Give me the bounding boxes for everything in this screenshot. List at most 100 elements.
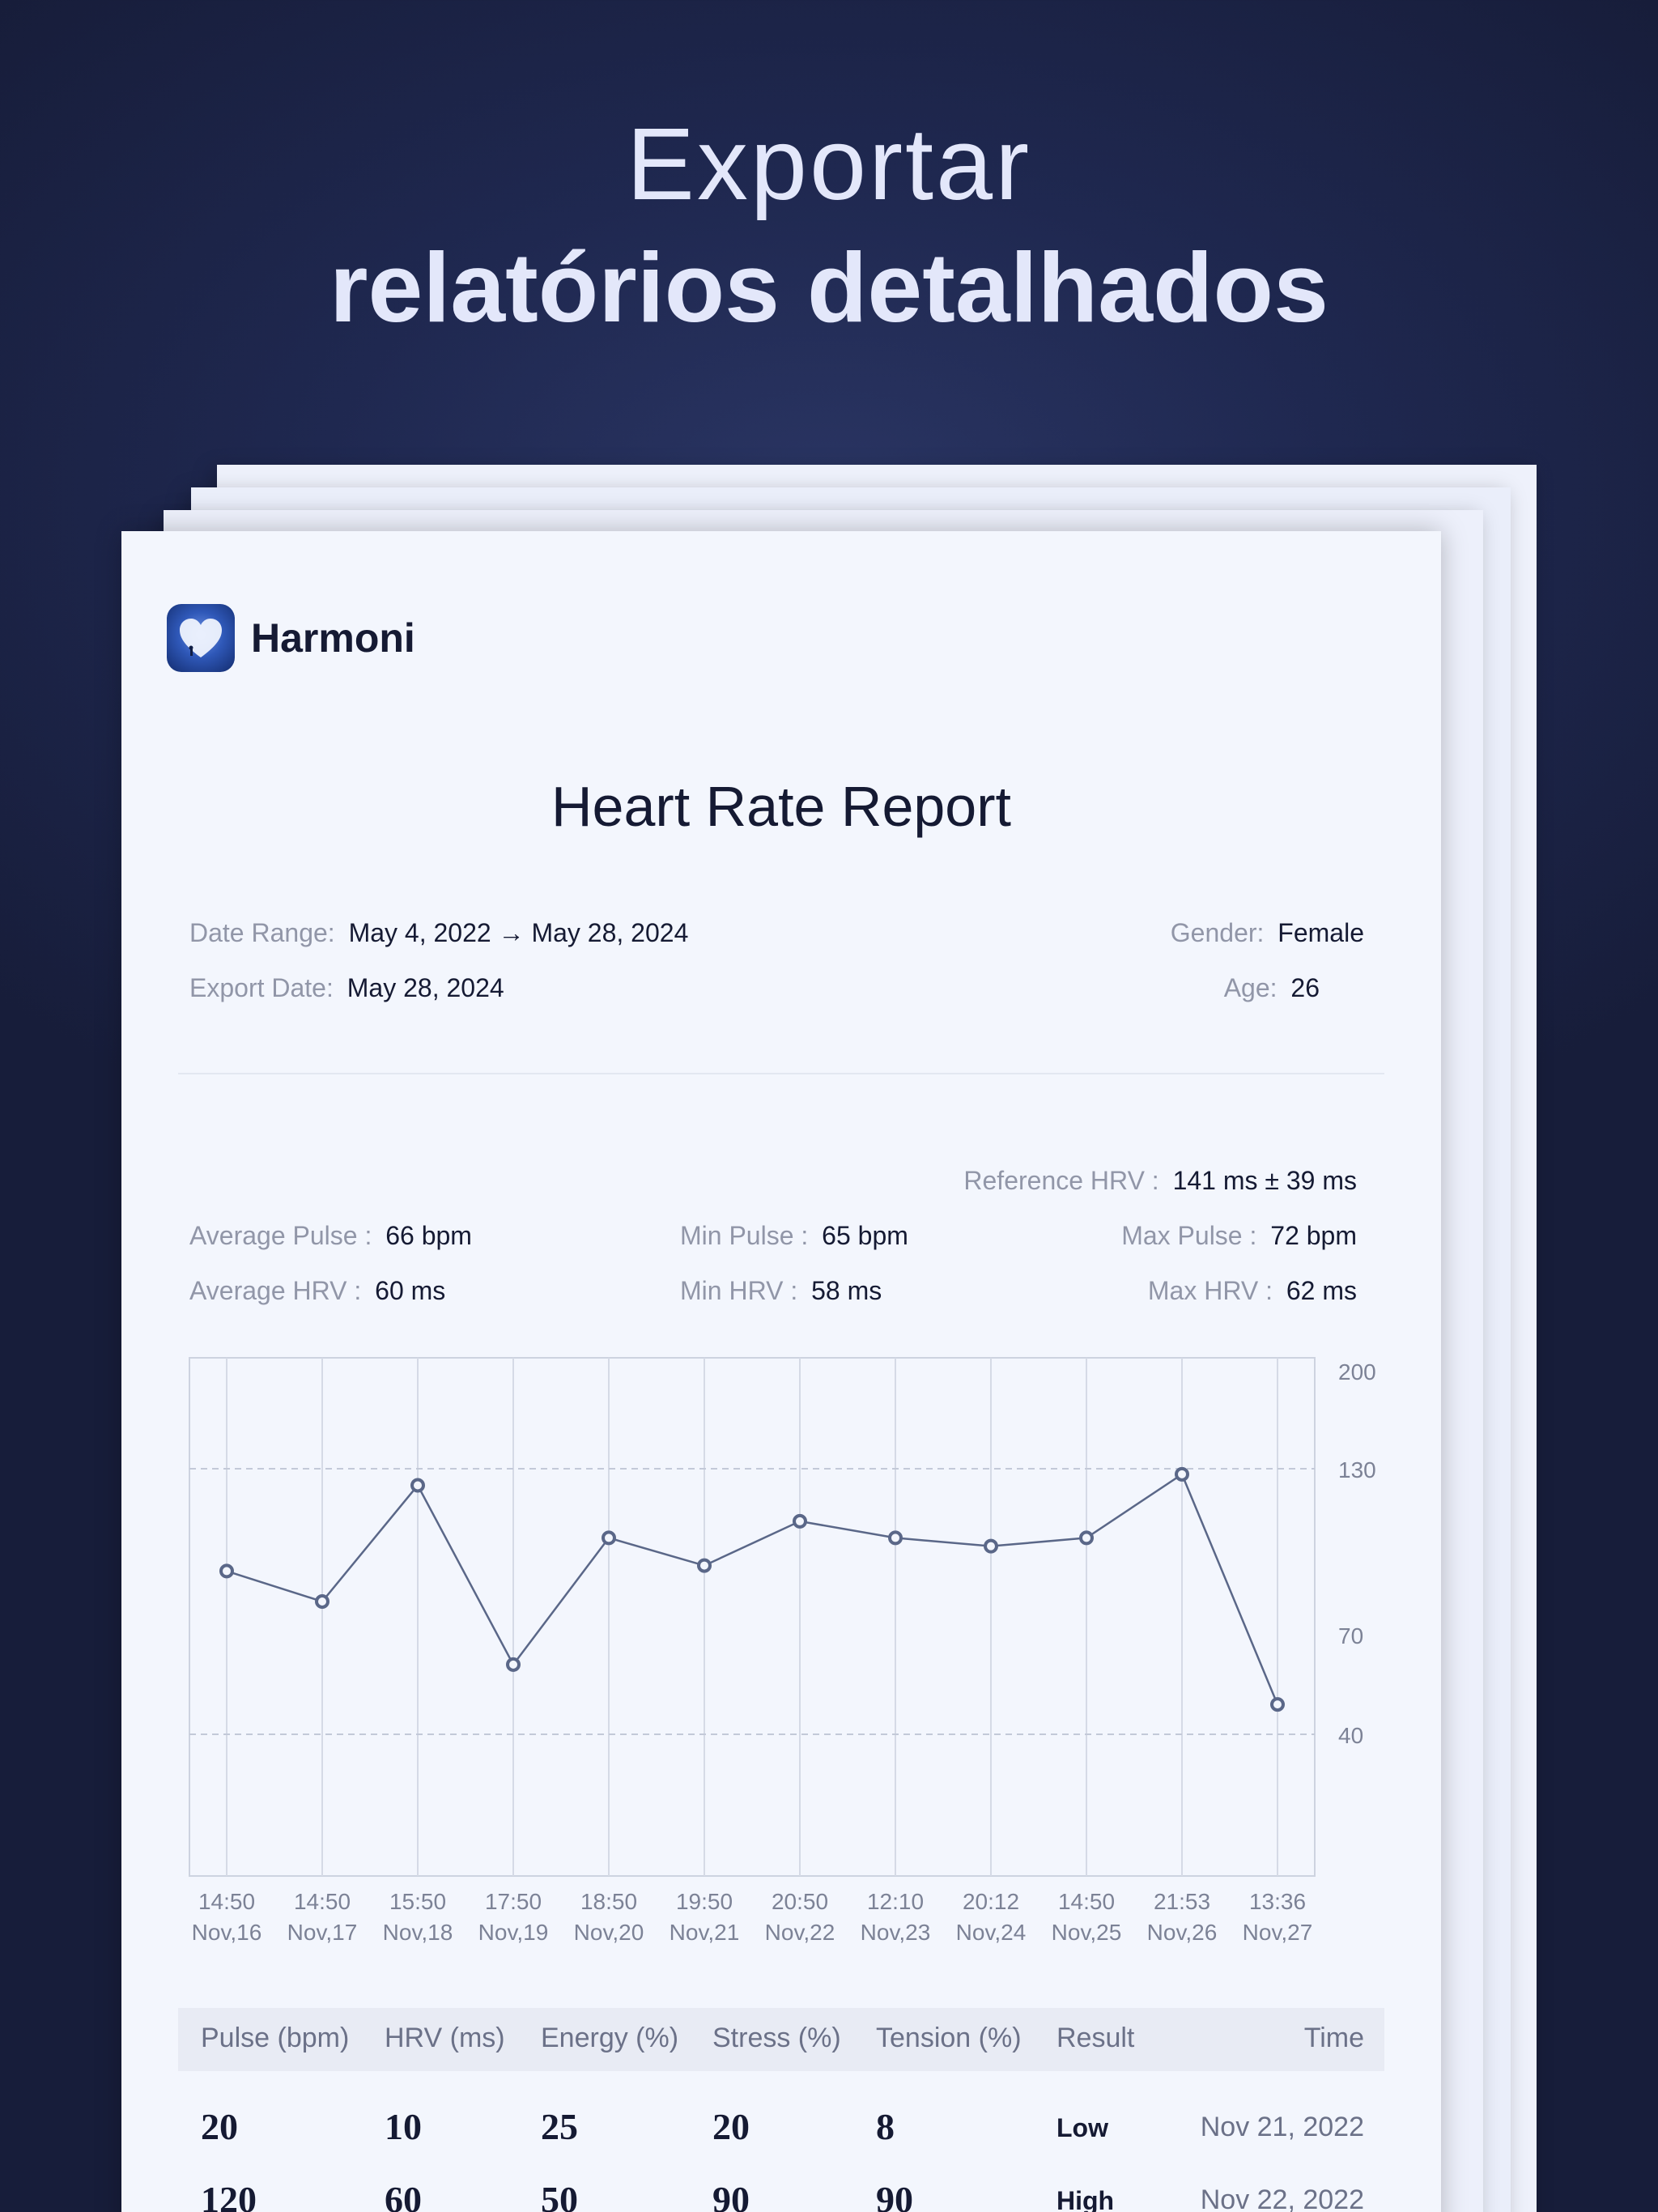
gender-value: Female: [1278, 918, 1364, 947]
report-title: Heart Rate Report: [551, 775, 1012, 838]
chart-x-tick-date-1: Nov,17: [287, 1920, 358, 1945]
chart-x-tick-time-11: 13:36: [1249, 1889, 1306, 1914]
hero-title-bold: relatórios detalhados: [329, 232, 1329, 342]
chart-x-tick-time-10: 21:53: [1154, 1889, 1210, 1914]
chart-x-tick-date-3: Nov,19: [478, 1920, 549, 1945]
reference-hrv-row: Reference HRV : 141 ms ± 39 ms: [963, 1166, 1357, 1196]
table-cell-stress: 20: [712, 2106, 750, 2147]
table-header-cell: Result: [1056, 2023, 1135, 2053]
table-cell-tension: 90: [876, 2179, 913, 2212]
min-hrv-label: Min HRV :: [680, 1276, 798, 1305]
date-range-value: May 4, 2022 → May 28, 2024: [348, 918, 689, 947]
average-hrv-row: Average HRV : 60 ms: [189, 1276, 445, 1306]
chart-point-5: [697, 1558, 712, 1573]
age-value: 26: [1290, 973, 1320, 1002]
min-pulse-value: 65 bpm: [822, 1221, 908, 1250]
gender-row: Gender: Female: [1171, 918, 1364, 948]
max-pulse-label: Max Pulse :: [1121, 1221, 1257, 1250]
chart-x-tick-date-8: Nov,24: [956, 1920, 1027, 1945]
chart-point-2: [410, 1478, 425, 1493]
table-cell-stress: 90: [712, 2179, 750, 2212]
table-cell-energy: 50: [541, 2179, 578, 2212]
table-header-cell: HRV (ms): [385, 2023, 505, 2053]
table-cell-hrv: 60: [385, 2179, 422, 2212]
average-pulse-label: Average Pulse :: [189, 1221, 372, 1250]
table-cell-time: Nov 22, 2022: [1200, 2184, 1364, 2212]
chart-y-tick-130: 130: [1338, 1457, 1376, 1482]
chart-point-8: [984, 1538, 998, 1554]
table-cell-time: Nov 21, 2022: [1200, 2112, 1364, 2142]
chart-series-line: [226, 1472, 1279, 1705]
chart-x-tick-date-5: Nov,21: [670, 1920, 740, 1945]
table-header-cell: Tension (%): [876, 2023, 1022, 2053]
chart-x-tick-date-11: Nov,27: [1243, 1920, 1313, 1945]
chart-x-tick-date-7: Nov,23: [861, 1920, 931, 1945]
average-pulse-value: 66 bpm: [385, 1221, 472, 1250]
age-row: Age: 26: [1224, 973, 1320, 1003]
chart-point-9: [1079, 1530, 1094, 1546]
report-page: Harmoni Heart Rate Report Date Range: Ma…: [121, 531, 1441, 2212]
chart-point-0: [219, 1563, 234, 1579]
age-label: Age:: [1223, 973, 1278, 1002]
table-header-cell: Stress (%): [712, 2023, 841, 2053]
chart-x-tick-time-8: 20:12: [963, 1889, 1019, 1914]
min-pulse-row: Min Pulse : 65 bpm: [680, 1221, 908, 1251]
chart-y-tick-70: 70: [1338, 1623, 1363, 1648]
date-range-row: Date Range: May 4, 2022 → May 28, 2024: [189, 918, 688, 948]
chart-point-10: [1175, 1466, 1189, 1482]
table-cell-result: Low: [1056, 2113, 1108, 2142]
table-header-cell: Energy (%): [541, 2023, 679, 2053]
hero-title-light: Exportar: [626, 107, 1032, 221]
table-cell-result: High: [1056, 2186, 1115, 2212]
chart-point-3: [506, 1657, 521, 1672]
chart-frame: [189, 1357, 1316, 1877]
pulse-line-chart: 200 130 70 40 14:50 Nov,16 14:50 Nov,17 15:50 Nov…: [189, 1357, 1376, 1945]
chart-x-tick-date-4: Nov,20: [574, 1920, 644, 1945]
chart-point-11: [1270, 1697, 1285, 1712]
export-date-value: May 28, 2024: [346, 973, 504, 1002]
chart-x-tick-time-6: 20:50: [772, 1889, 828, 1914]
table-cell-hrv: 10: [385, 2106, 422, 2147]
chart-y-tick-40: 40: [1338, 1723, 1363, 1748]
chart-x-tick-time-3: 17:50: [485, 1889, 542, 1914]
chart-x-tick-time-2: 15:50: [389, 1889, 446, 1914]
chart-x-tick-time-5: 19:50: [676, 1889, 733, 1914]
table-cell-pulse: 120: [201, 2179, 257, 2212]
min-hrv-row: Min HRV : 58 ms: [680, 1276, 882, 1306]
chart-x-tick-time-0: 14:50: [198, 1889, 255, 1914]
chart-x-tick-date-0: Nov,16: [192, 1920, 262, 1945]
reference-hrv-label: Reference HRV :: [963, 1166, 1159, 1195]
section-divider: [178, 1073, 1384, 1074]
gender-label: Gender:: [1170, 918, 1265, 947]
chart-x-tick-date-2: Nov,18: [383, 1920, 453, 1945]
average-pulse-row: Average Pulse : 66 bpm: [189, 1221, 472, 1251]
chart-x-tick-time-1: 14:50: [294, 1889, 351, 1914]
brand-name: Harmoni: [251, 615, 415, 661]
export-date-row: Export Date: May 28, 2024: [189, 973, 504, 1003]
chart-point-1: [315, 1594, 329, 1609]
brand-header: Harmoni: [167, 604, 415, 672]
max-hrv-value: 62 ms: [1286, 1276, 1357, 1305]
table-cell-tension: 8: [876, 2106, 895, 2147]
table-cell-energy: 25: [541, 2106, 578, 2147]
max-pulse-value: 72 bpm: [1270, 1221, 1357, 1250]
heart-moon-icon: [167, 604, 235, 672]
table-cell-pulse: 20: [201, 2106, 238, 2147]
average-hrv-label: Average HRV :: [189, 1276, 362, 1305]
export-date-label: Export Date:: [189, 973, 334, 1002]
table-header-cell: Pulse (bpm): [201, 2023, 350, 2053]
chart-x-tick-time-7: 12:10: [867, 1889, 924, 1914]
chart-x-tick-time-9: 14:50: [1058, 1889, 1115, 1914]
chart-point-4: [602, 1530, 616, 1546]
chart-x-tick-date-6: Nov,22: [765, 1920, 835, 1945]
chart-x-tick-time-4: 18:50: [580, 1889, 637, 1914]
table-header-cell: Time: [1303, 2023, 1364, 2053]
chart-y-tick-200: 200: [1338, 1359, 1376, 1385]
average-hrv-value: 60 ms: [375, 1276, 446, 1305]
min-pulse-label: Min Pulse :: [680, 1221, 809, 1250]
chart-x-tick-date-9: Nov,25: [1052, 1920, 1122, 1945]
max-hrv-row: Max HRV : 62 ms: [1148, 1276, 1357, 1306]
table-header-bar: [178, 2008, 1384, 2071]
reference-hrv-value: 141 ms ± 39 ms: [1172, 1166, 1357, 1195]
date-range-label: Date Range:: [189, 918, 335, 947]
